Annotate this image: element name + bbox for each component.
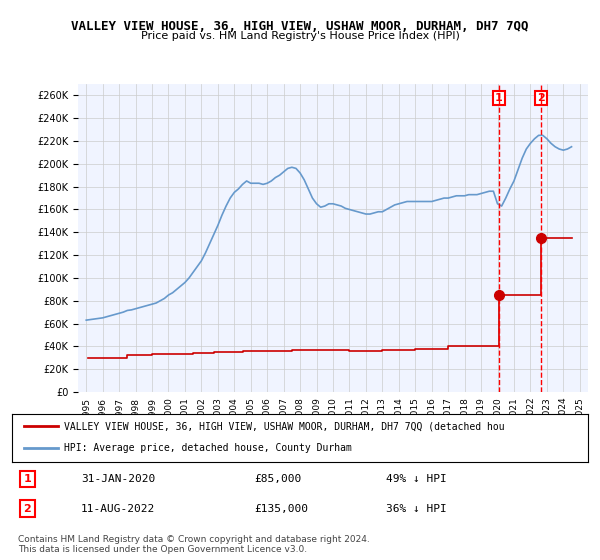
Text: 1: 1 — [495, 93, 503, 103]
Text: 1: 1 — [23, 474, 31, 484]
Text: 36% ↓ HPI: 36% ↓ HPI — [386, 503, 447, 514]
Text: HPI: Average price, detached house, County Durham: HPI: Average price, detached house, Coun… — [64, 443, 352, 452]
Text: 2: 2 — [537, 93, 544, 103]
Text: 31-JAN-2020: 31-JAN-2020 — [81, 474, 155, 484]
Text: VALLEY VIEW HOUSE, 36, HIGH VIEW, USHAW MOOR, DURHAM, DH7 7QQ: VALLEY VIEW HOUSE, 36, HIGH VIEW, USHAW … — [71, 20, 529, 32]
Text: 11-AUG-2022: 11-AUG-2022 — [81, 503, 155, 514]
Text: Contains HM Land Registry data © Crown copyright and database right 2024.
This d: Contains HM Land Registry data © Crown c… — [18, 535, 370, 554]
Text: VALLEY VIEW HOUSE, 36, HIGH VIEW, USHAW MOOR, DURHAM, DH7 7QQ (detached hou: VALLEY VIEW HOUSE, 36, HIGH VIEW, USHAW … — [64, 421, 505, 431]
Text: 2: 2 — [23, 503, 31, 514]
Text: Price paid vs. HM Land Registry's House Price Index (HPI): Price paid vs. HM Land Registry's House … — [140, 31, 460, 41]
Text: £85,000: £85,000 — [254, 474, 301, 484]
Text: 49% ↓ HPI: 49% ↓ HPI — [386, 474, 447, 484]
Text: £135,000: £135,000 — [254, 503, 308, 514]
